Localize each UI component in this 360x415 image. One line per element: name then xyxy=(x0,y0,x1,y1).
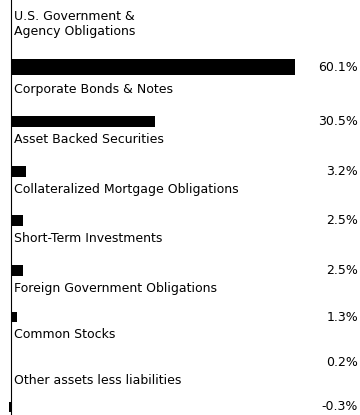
Text: 1.3%: 1.3% xyxy=(327,310,358,324)
Text: Corporate Bonds & Notes: Corporate Bonds & Notes xyxy=(14,83,174,96)
Text: 2.5%: 2.5% xyxy=(326,264,358,277)
Bar xyxy=(11,215,23,226)
Text: Short-Term Investments: Short-Term Investments xyxy=(14,232,163,245)
Bar xyxy=(11,116,155,127)
Text: -0.3%: -0.3% xyxy=(322,400,358,413)
Bar xyxy=(11,312,17,322)
Text: U.S. Government &
Agency Obligations: U.S. Government & Agency Obligations xyxy=(14,10,136,38)
Bar xyxy=(11,358,12,368)
Text: 60.1%: 60.1% xyxy=(319,61,358,73)
Bar xyxy=(11,265,23,276)
Text: Other assets less liabilities: Other assets less liabilities xyxy=(14,374,182,386)
Bar xyxy=(11,59,295,75)
Text: Collateralized Mortgage Obligations: Collateralized Mortgage Obligations xyxy=(14,183,239,195)
Text: 30.5%: 30.5% xyxy=(318,115,358,128)
Text: 2.5%: 2.5% xyxy=(326,215,358,227)
Bar xyxy=(11,166,26,176)
Bar xyxy=(9,402,11,412)
Text: 3.2%: 3.2% xyxy=(327,165,358,178)
Text: Asset Backed Securities: Asset Backed Securities xyxy=(14,133,164,146)
Text: 0.2%: 0.2% xyxy=(326,356,358,369)
Text: Foreign Government Obligations: Foreign Government Obligations xyxy=(14,282,217,295)
Text: Common Stocks: Common Stocks xyxy=(14,328,116,341)
